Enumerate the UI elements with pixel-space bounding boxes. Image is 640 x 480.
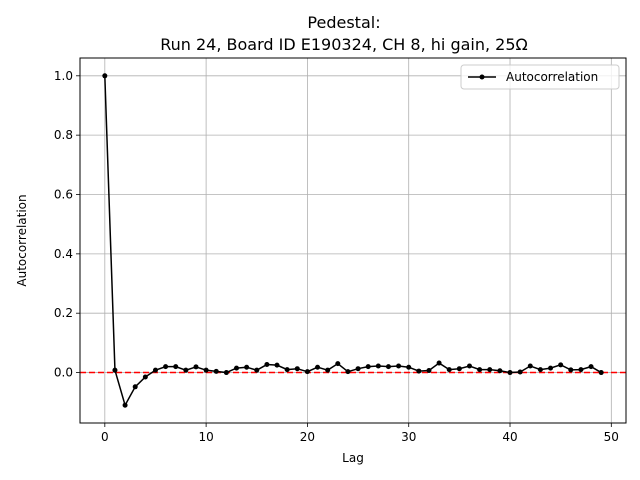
data-point — [507, 370, 513, 376]
x-tick-label: 0 — [101, 430, 109, 444]
data-point — [264, 362, 270, 368]
data-point — [436, 360, 442, 366]
y-tick-label: 0.0 — [54, 366, 73, 380]
data-point — [193, 364, 199, 370]
legend: Autocorrelation — [460, 64, 620, 90]
data-point — [274, 362, 280, 368]
grid-lines — [80, 58, 626, 423]
data-point — [446, 367, 452, 373]
chart-title-line1: Pedestal: — [307, 13, 380, 32]
data-point — [213, 368, 219, 374]
data-point — [254, 367, 260, 373]
data-point — [223, 370, 229, 376]
chart-title-line2: Run 24, Board ID E190324, CH 8, hi gain,… — [160, 35, 528, 54]
data-point — [396, 363, 402, 369]
data-point — [294, 366, 300, 372]
y-tick-label: 0.2 — [54, 306, 73, 320]
x-tick-label: 30 — [401, 430, 416, 444]
y-tick-label: 0.4 — [54, 247, 73, 261]
data-point — [578, 367, 584, 373]
data-point — [477, 367, 483, 373]
data-point — [163, 364, 169, 370]
data-point — [558, 362, 564, 368]
x-tick-label: 50 — [604, 430, 619, 444]
data-point — [244, 364, 250, 370]
data-point — [466, 363, 472, 369]
data-point — [132, 384, 138, 390]
data-point — [497, 368, 503, 374]
y-tick-label: 0.6 — [54, 188, 73, 202]
data-point — [355, 366, 361, 372]
plot-area-frame — [79, 57, 627, 424]
data-point — [102, 73, 108, 79]
x-tick-label: 10 — [198, 430, 213, 444]
data-point — [426, 367, 432, 373]
series-group — [102, 73, 604, 408]
data-point — [588, 364, 594, 370]
data-point — [142, 374, 148, 380]
data-point — [406, 364, 412, 370]
x-tick-label: 40 — [502, 430, 517, 444]
legend-label: Autocorrelation — [506, 70, 598, 84]
data-point — [122, 402, 128, 408]
y-axis-ticks: 0.0 0.2 0.4 0.6 0.8 1.0 — [54, 69, 80, 380]
data-point — [335, 361, 341, 367]
y-tick-label: 0.8 — [54, 128, 73, 142]
data-point — [527, 363, 533, 369]
data-point — [234, 365, 240, 371]
data-point — [537, 367, 543, 373]
data-point — [416, 368, 422, 374]
data-point — [325, 367, 331, 373]
data-point — [487, 367, 493, 373]
data-point — [385, 364, 391, 370]
x-axis-label: Lag — [342, 451, 364, 465]
data-point — [152, 367, 158, 373]
data-point — [345, 369, 351, 375]
data-point — [112, 367, 118, 373]
data-point — [456, 366, 462, 372]
data-point — [375, 363, 381, 369]
y-tick-label: 1.0 — [54, 69, 73, 83]
data-point — [304, 369, 310, 375]
y-axis-label: Autocorrelation — [15, 194, 29, 286]
data-point — [203, 367, 209, 373]
x-axis-ticks: 0 10 20 30 40 50 — [101, 423, 619, 444]
data-point — [365, 364, 371, 370]
legend-marker-sample — [479, 74, 485, 80]
x-tick-label: 20 — [300, 430, 315, 444]
data-point — [315, 364, 321, 370]
legend-box — [460, 64, 620, 90]
data-point — [568, 367, 574, 373]
data-point — [173, 364, 179, 370]
data-point — [598, 370, 604, 376]
data-point — [517, 369, 523, 375]
data-point — [183, 367, 189, 373]
data-point — [548, 365, 554, 371]
data-point — [284, 367, 290, 373]
